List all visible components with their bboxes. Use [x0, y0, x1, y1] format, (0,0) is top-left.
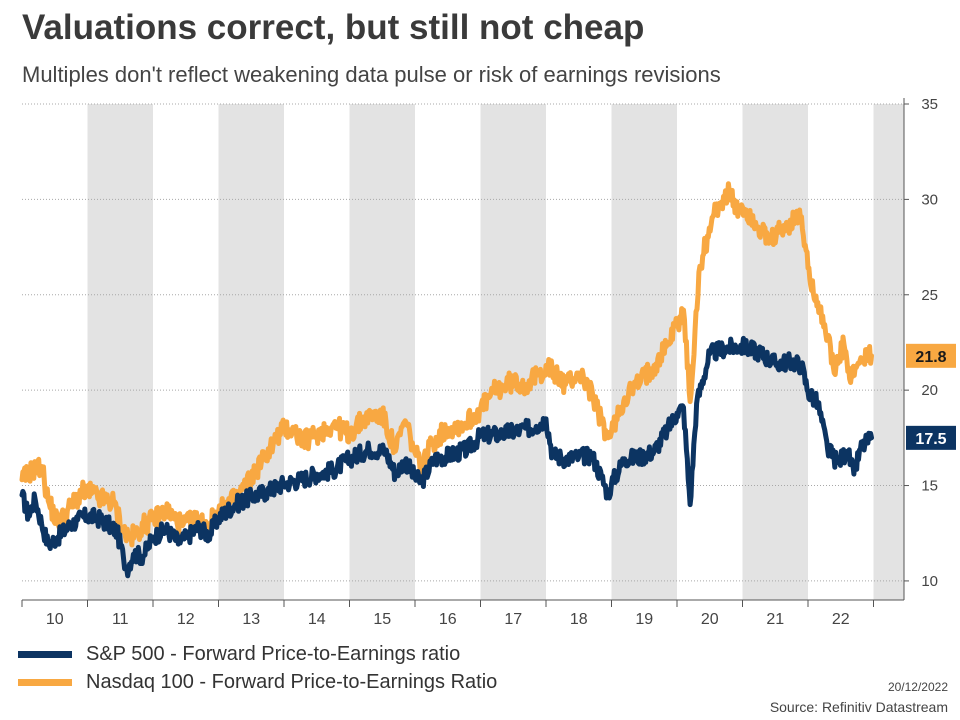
legend-item-sp500[interactable]: S&P 500 - Forward Price-to-Earnings rati… [18, 640, 497, 668]
last-value-labels: 21.8 17.5 [906, 343, 956, 450]
nasdaq-line [19, 181, 874, 548]
year-band-13 [218, 104, 284, 600]
x-tick-label-13: 13 [242, 611, 260, 628]
gridlines [22, 103, 904, 582]
chart-date: 20/12/2022 [887, 680, 948, 694]
x-tick-label-18: 18 [570, 611, 588, 628]
y-tick-label-10: 10 [921, 573, 938, 590]
x-tick-label-17: 17 [504, 611, 522, 628]
year-band-15 [349, 104, 415, 600]
series-lines [19, 181, 874, 579]
year-band-19 [611, 104, 677, 600]
x-tick-label-16: 16 [439, 611, 457, 628]
x-tick-label-19: 19 [635, 611, 653, 628]
x-tick-label-10: 10 [46, 611, 64, 628]
y-tick-label-15: 15 [921, 478, 938, 495]
y-tick-label-35: 35 [921, 96, 938, 113]
chart-subtitle: Multiples don't reflect weakening data p… [22, 62, 721, 87]
y-tick-label-20: 20 [921, 382, 938, 399]
year-band-23 [873, 104, 904, 600]
legend-swatch-nasdaq [18, 678, 72, 686]
y-tick-label-25: 25 [921, 287, 938, 304]
chart-source: Source: Refinitiv Datastream [769, 699, 948, 715]
x-tick-label-21: 21 [766, 611, 784, 628]
y-tick-label-30: 30 [921, 191, 938, 208]
x-tick-label-15: 15 [373, 611, 391, 628]
legend-item-nasdaq[interactable]: Nasdaq 100 - Forward Price-to-Earnings R… [18, 668, 497, 696]
sp500-last-value-tag [906, 425, 956, 450]
x-tick-label-11: 11 [112, 611, 129, 628]
legend-label-sp500: S&P 500 - Forward Price-to-Earnings rati… [86, 642, 461, 665]
legend-label-nasdaq: Nasdaq 100 - Forward Price-to-Earnings R… [86, 670, 498, 693]
legend-swatch-sp500 [18, 650, 72, 658]
x-tick-label-12: 12 [177, 611, 195, 628]
sp500-line [19, 335, 874, 579]
y-axis: 10 15 20 25 30 35 [903, 96, 938, 600]
year-band-17 [480, 104, 546, 600]
legend: S&P 500 - Forward Price-to-Earnings rati… [18, 640, 497, 696]
nasdaq-last-value-label: 21.8 [915, 349, 946, 366]
sp500-last-value-label: 17.5 [915, 431, 946, 448]
x-tick-label-22: 22 [832, 611, 850, 628]
chart-title: Valuations correct, but still not cheap [22, 8, 645, 47]
nasdaq-last-value-tag [906, 343, 956, 368]
x-tick-label-14: 14 [308, 611, 326, 628]
x-tick-label-20: 20 [701, 611, 719, 628]
x-axis: 10 11 12 13 14 15 16 17 18 19 20 21 22 [21, 599, 904, 628]
year-bands [87, 104, 904, 600]
